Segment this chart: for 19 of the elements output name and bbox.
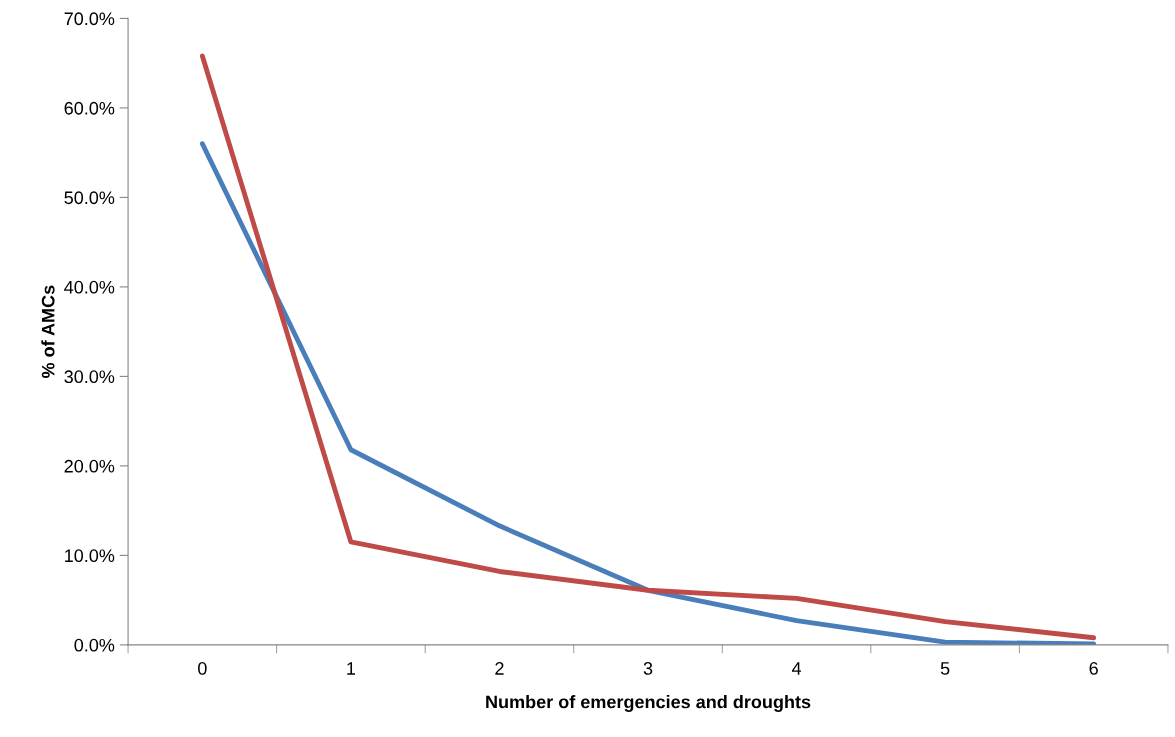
y-tick-label: 20.0% <box>64 459 115 473</box>
x-tick-label: 3 <box>643 662 653 675</box>
line-series <box>199 141 1097 645</box>
y-tick-label: 50.0% <box>64 191 115 205</box>
y-tick-label: 60.0% <box>64 101 115 115</box>
x-axis-title: Number of emergencies and droughts <box>486 695 811 712</box>
x-tick-label: 5 <box>940 662 950 675</box>
x-tick-label: 1 <box>347 662 356 675</box>
y-tick-label: 70.0% <box>64 12 115 26</box>
y-tick-label: 10.0% <box>65 549 115 563</box>
y-tick-label: 30.0% <box>64 370 115 384</box>
y-tick-label: 0.0% <box>74 638 115 652</box>
y-tick-label: 40.0% <box>64 280 115 294</box>
x-tick-label: 6 <box>1089 662 1098 675</box>
y-axis-title: % of AMCs <box>41 285 55 379</box>
x-tick-label: 0 <box>198 662 207 675</box>
x-tick-label: 4 <box>791 662 802 675</box>
x-tick-label: 2 <box>495 662 504 675</box>
line-series <box>199 53 1097 641</box>
